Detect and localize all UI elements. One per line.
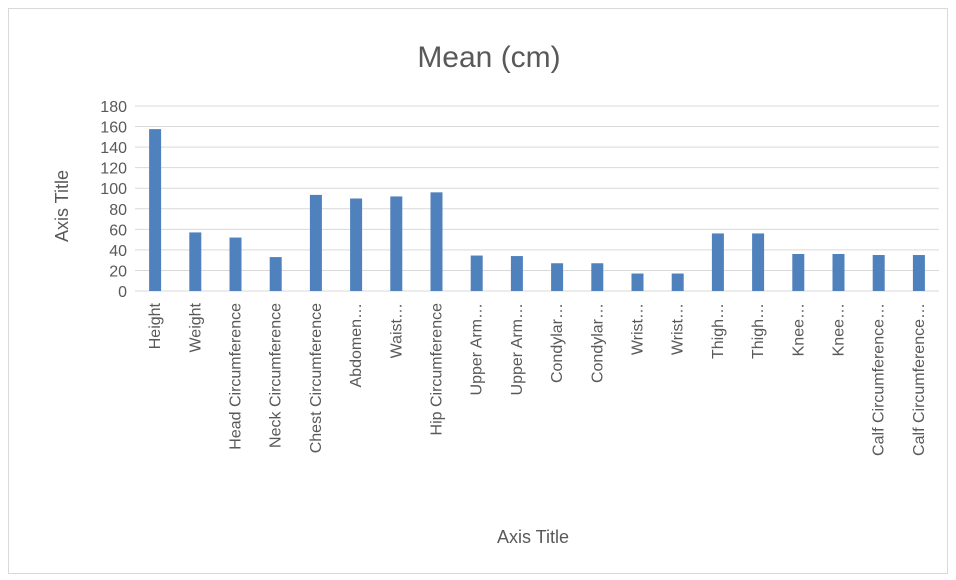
y-tick-label: 20 (109, 263, 127, 280)
bar (872, 255, 885, 291)
y-tick-label: 140 (100, 140, 127, 157)
y-tick-label: 160 (100, 120, 127, 137)
bar (832, 254, 845, 291)
bar (350, 198, 363, 291)
bar (752, 233, 765, 291)
bar (430, 192, 443, 291)
x-tick-label: Condylar… (589, 303, 606, 383)
y-tick-label: 180 (100, 99, 127, 116)
bar (551, 263, 564, 291)
y-tick-label: 80 (109, 202, 127, 219)
x-axis-title: Axis Title (497, 527, 569, 547)
y-tick-label: 40 (109, 243, 127, 260)
y-tick-label: 100 (100, 181, 127, 198)
bar (309, 194, 322, 291)
y-tick-label: 120 (100, 161, 127, 178)
bar (510, 256, 523, 291)
bar (711, 233, 724, 291)
bar (390, 196, 403, 291)
gridlines (135, 105, 939, 292)
chart-title: Mean (cm) (417, 41, 560, 74)
bar (792, 254, 805, 291)
bar (149, 129, 162, 291)
y-tick-label: 60 (109, 222, 127, 239)
bars (149, 129, 925, 291)
x-tick-label: Knee… (831, 303, 848, 356)
x-tick-label: Upper Arm… (469, 303, 486, 395)
x-tick-label: Chest Circumference (308, 303, 325, 453)
x-tick-label: Thigh… (710, 303, 727, 359)
y-tick-label: 0 (118, 284, 127, 301)
x-tick-label: Wrist… (630, 303, 647, 355)
bar (671, 273, 684, 291)
y-axis-ticks: 0 20 40 60 80 100 120 140 160 180 (100, 99, 127, 301)
y-axis-title: Axis Title (52, 170, 72, 242)
x-tick-label: Hip Circumference (429, 303, 446, 436)
bar (591, 263, 604, 291)
x-tick-label: Upper Arm… (509, 303, 526, 395)
x-tick-label: Neck Circumference (268, 303, 285, 448)
x-axis-ticks: Height Weight Head Circumference Neck Circu… (147, 302, 928, 455)
x-tick-label: Abdomen… (348, 303, 365, 388)
x-tick-label: Wrist… (670, 303, 687, 355)
bar (470, 255, 483, 291)
chart-frame: Mean (cm) 0 20 40 60 80 100 120 140 160 180 Heigh… (8, 8, 948, 574)
x-tick-label: Thigh… (750, 303, 767, 359)
x-tick-label: Weight (187, 302, 204, 352)
x-tick-label: Head Circumference (228, 303, 245, 450)
bar-chart: Mean (cm) 0 20 40 60 80 100 120 140 160 180 Heigh… (52, 41, 939, 547)
x-tick-label: Waist… (388, 303, 405, 358)
bar (269, 257, 282, 291)
x-tick-label: Height (147, 302, 164, 349)
x-tick-label: Condylar… (549, 303, 566, 383)
x-tick-label: Knee… (790, 303, 807, 356)
x-tick-label: Calf Circumference… (871, 303, 888, 456)
bar (189, 232, 202, 291)
x-tick-label: Calf Circumference… (911, 303, 928, 456)
bar (229, 237, 242, 291)
bar (631, 273, 644, 291)
bar (912, 255, 925, 291)
